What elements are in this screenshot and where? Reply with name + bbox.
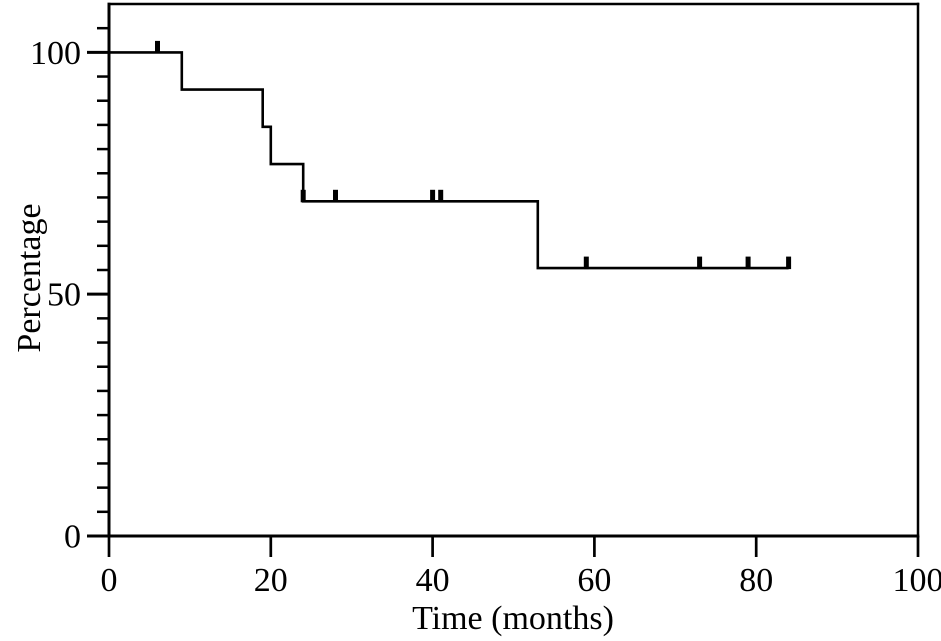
x-tick-label: 80 — [739, 562, 773, 599]
censor-tick-mark — [155, 40, 160, 54]
x-tick-label: 100 — [893, 562, 941, 599]
x-tick-label: 60 — [577, 562, 611, 599]
censor-tick-mark — [333, 189, 338, 203]
censor-tick-mark — [697, 256, 703, 270]
censor-tick-mark — [786, 256, 792, 270]
y-tick-label: 100 — [30, 35, 81, 72]
censor-tick-mark — [745, 256, 751, 270]
y-tick-label: 50 — [47, 277, 81, 314]
survival-step-curve — [109, 51, 789, 270]
x-axis-title: Time (months) — [412, 600, 614, 637]
censor-tick-mark — [583, 256, 589, 270]
x-tick-label: 20 — [254, 562, 288, 599]
censor-tick-mark — [438, 189, 444, 203]
censor-tick-mark — [430, 189, 436, 203]
x-tick-label: 0 — [101, 562, 118, 599]
censor-tick-mark — [300, 189, 306, 203]
y-axis-title: Percentage — [11, 203, 48, 353]
y-tick-label: 0 — [64, 519, 81, 556]
x-tick-label: 40 — [416, 562, 450, 599]
